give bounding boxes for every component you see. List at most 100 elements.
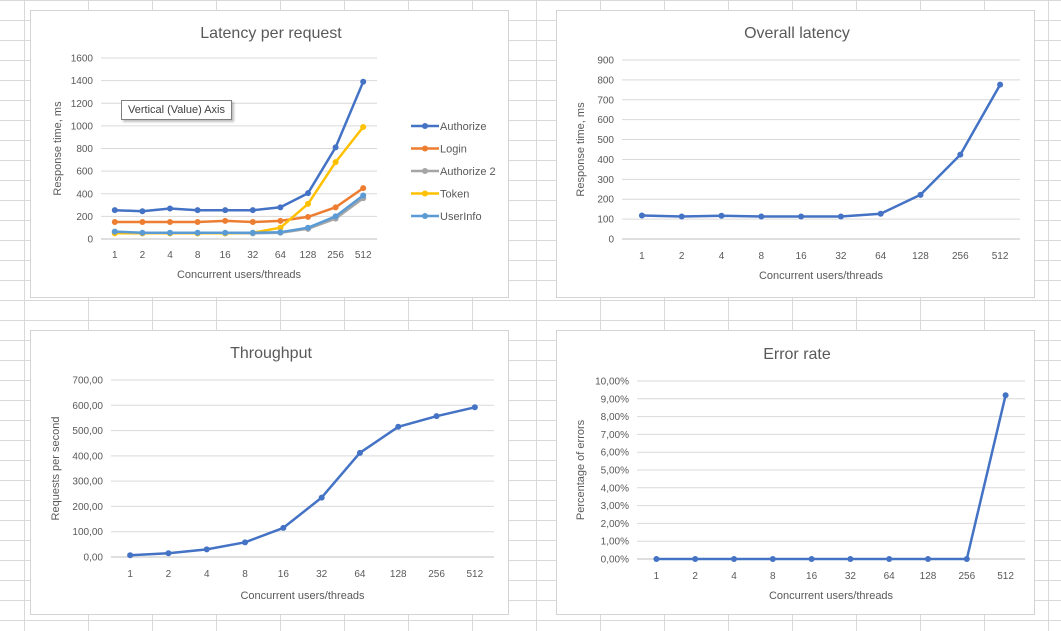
data-point[interactable] xyxy=(731,556,737,562)
y-tick-label: 500 xyxy=(597,135,614,146)
x-tick-label: 8 xyxy=(195,250,201,261)
data-point[interactable] xyxy=(139,208,146,215)
x-axis-title: Concurrent users/threads xyxy=(240,590,365,602)
data-point[interactable] xyxy=(877,210,884,217)
data-point[interactable] xyxy=(242,539,249,546)
x-tick-label: 64 xyxy=(875,251,887,262)
data-point[interactable] xyxy=(1002,392,1009,399)
data-point[interactable] xyxy=(886,556,893,562)
data-point[interactable] xyxy=(127,552,134,559)
data-point[interactable] xyxy=(277,204,284,211)
y-tick-label: 1600 xyxy=(71,54,94,65)
y-tick-label: 600,00 xyxy=(72,401,103,412)
data-point[interactable] xyxy=(847,556,854,562)
data-point[interactable] xyxy=(203,546,210,553)
data-point[interactable] xyxy=(111,207,118,214)
data-point[interactable] xyxy=(277,229,284,236)
x-axis-title: Concurrent users/threads xyxy=(759,270,884,282)
x-tick-label: 2 xyxy=(679,251,685,262)
data-point[interactable] xyxy=(277,217,284,224)
data-point[interactable] xyxy=(360,78,367,85)
data-point[interactable] xyxy=(139,219,146,226)
chart-latency-per-request[interactable]: Latency per request 0 200 400 600 800 1000 1200… xyxy=(30,10,509,298)
data-point[interactable] xyxy=(332,144,339,151)
chart-overall-latency[interactable]: Overall latency 0 100 200 300 400 500 600 700 800… xyxy=(556,10,1035,298)
series-line[interactable] xyxy=(114,187,364,224)
y-tick-label: 7,00% xyxy=(601,430,629,441)
data-point[interactable] xyxy=(305,200,311,207)
y-tick-label: 6,00% xyxy=(601,448,629,459)
legend-marker xyxy=(422,190,428,197)
x-tick-label: 256 xyxy=(952,251,969,262)
data-point[interactable] xyxy=(808,556,815,562)
data-point[interactable] xyxy=(249,219,256,226)
data-point[interactable] xyxy=(139,229,146,236)
data-point[interactable] xyxy=(837,213,844,220)
x-tick-label: 512 xyxy=(997,571,1014,582)
data-point[interactable] xyxy=(194,219,201,226)
data-point[interactable] xyxy=(222,217,229,224)
data-point[interactable] xyxy=(332,213,339,220)
data-point[interactable] xyxy=(678,213,685,220)
data-point[interactable] xyxy=(758,213,765,220)
data-point[interactable] xyxy=(360,192,367,199)
data-point[interactable] xyxy=(356,449,363,456)
x-tick-label: 16 xyxy=(278,569,290,580)
y-tick-label: 600 xyxy=(76,167,93,178)
data-point[interactable] xyxy=(332,159,339,166)
series-line[interactable] xyxy=(641,84,1002,218)
series-line[interactable] xyxy=(656,394,1007,561)
x-tick-label: 64 xyxy=(884,571,896,582)
data-point[interactable] xyxy=(963,556,970,562)
y-tick-label: 400,00 xyxy=(72,451,103,462)
data-point[interactable] xyxy=(917,191,924,198)
data-point[interactable] xyxy=(305,190,311,197)
data-point[interactable] xyxy=(718,212,725,219)
data-point[interactable] xyxy=(395,423,402,430)
series-line[interactable] xyxy=(114,81,365,213)
data-point[interactable] xyxy=(167,205,173,212)
legend-marker xyxy=(422,145,428,152)
data-point[interactable] xyxy=(249,229,256,236)
data-point[interactable] xyxy=(471,404,478,411)
data-point[interactable] xyxy=(165,550,172,557)
chart-throughput[interactable]: Throughput 0,00 100,00 200,00 300,00 400,00 50… xyxy=(30,330,509,615)
data-point[interactable] xyxy=(318,494,325,501)
x-tick-label: 16 xyxy=(796,251,808,262)
data-point[interactable] xyxy=(305,213,311,220)
x-tick-label: 8 xyxy=(759,251,765,262)
data-point[interactable] xyxy=(433,413,440,420)
data-point[interactable] xyxy=(277,224,284,231)
data-point[interactable] xyxy=(332,204,339,211)
data-point[interactable] xyxy=(360,124,367,131)
series-line[interactable] xyxy=(114,194,364,235)
data-point[interactable] xyxy=(222,207,229,214)
data-point[interactable] xyxy=(638,212,645,219)
data-point[interactable] xyxy=(280,524,287,531)
series-line[interactable] xyxy=(130,406,476,557)
data-point[interactable] xyxy=(997,81,1004,88)
data-point[interactable] xyxy=(769,556,776,562)
x-tick-label: 32 xyxy=(845,571,857,582)
data-point[interactable] xyxy=(692,556,699,562)
x-tick-label: 4 xyxy=(731,571,737,582)
data-point[interactable] xyxy=(305,224,311,231)
data-point[interactable] xyxy=(360,185,367,192)
data-point[interactable] xyxy=(798,213,805,220)
data-point[interactable] xyxy=(167,229,173,236)
chart-error-rate[interactable]: Error rate 0,00% 1,00% 2,00% 3,00% 4,00% 5,00%… xyxy=(556,330,1035,615)
y-axis-title: Percentage of errors xyxy=(575,419,587,520)
data-point[interactable] xyxy=(194,229,201,236)
data-point[interactable] xyxy=(925,556,931,562)
data-point[interactable] xyxy=(222,229,229,236)
data-point[interactable] xyxy=(111,219,118,226)
data-point[interactable] xyxy=(111,228,118,235)
error-rate-svg: Error rate 0,00% 1,00% 2,00% 3,00% 4,00% 5,00%… xyxy=(575,346,1025,602)
data-point[interactable] xyxy=(194,207,201,214)
data-point[interactable] xyxy=(653,556,660,562)
series-line[interactable] xyxy=(114,126,365,235)
series-line[interactable] xyxy=(114,197,364,235)
data-point[interactable] xyxy=(957,151,964,158)
data-point[interactable] xyxy=(249,207,256,214)
data-point[interactable] xyxy=(167,219,173,226)
